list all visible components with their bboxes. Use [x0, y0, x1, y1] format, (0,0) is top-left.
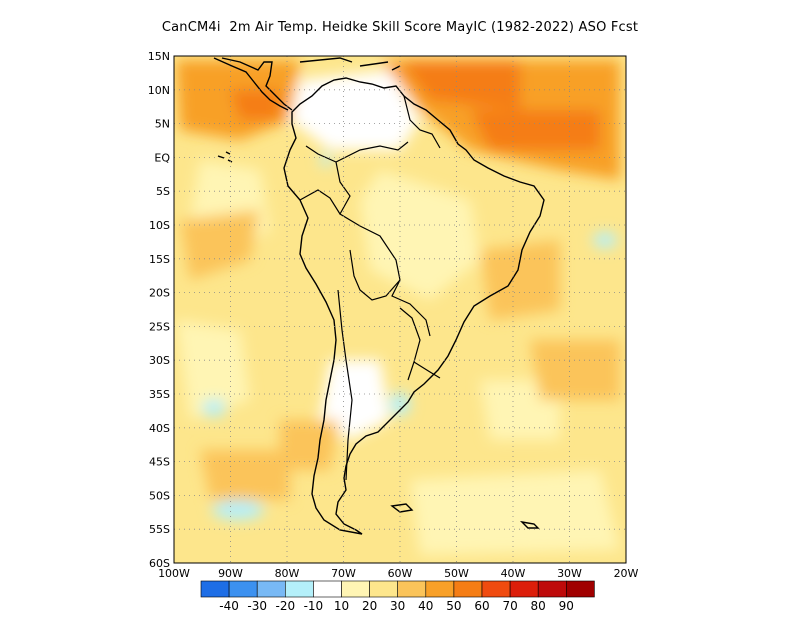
coastlines — [213, 57, 545, 535]
colorbar-label: 60 — [474, 599, 489, 613]
colorbar-swatch — [565, 580, 595, 598]
colorbar-swatch — [200, 580, 230, 598]
lon-label: 50W — [444, 567, 469, 580]
colorbar: -40 -30 -20 -10 10 20 30 40 50 60 70 80 90 — [200, 580, 595, 613]
colorbar-label: -10 — [304, 599, 324, 613]
lat-label: 45S — [149, 456, 170, 469]
colorbar-swatch — [313, 580, 342, 598]
country-borders — [299, 95, 441, 481]
lat-label: 30S — [149, 354, 170, 367]
map-frame — [173, 55, 627, 564]
colorbar-swatch — [453, 580, 483, 598]
lon-label: 100W — [158, 567, 190, 580]
lat-label: 50S — [149, 489, 170, 502]
lat-label: 5S — [156, 185, 170, 198]
colorbar-label: 30 — [390, 599, 405, 613]
colorbar-label: 70 — [502, 599, 517, 613]
colorbar-swatch — [256, 580, 286, 598]
lat-label: 20S — [149, 287, 170, 300]
lat-label: 10N — [148, 84, 170, 97]
longitude-labels: 100W 90W 80W 70W 60W 50W 40W 30W 20W — [158, 567, 638, 580]
colorbar-label: 20 — [362, 599, 377, 613]
lat-label: 15S — [149, 253, 170, 266]
skill-field — [174, 56, 626, 563]
gridlines — [174, 56, 626, 563]
lat-label: 5N — [155, 118, 170, 131]
lon-label: 20W — [614, 567, 639, 580]
colorbar-swatch — [509, 580, 539, 598]
lat-label: 55S — [149, 523, 170, 536]
map-title: CanCM4i 2m Air Temp. Heidke Skill Score … — [161, 20, 639, 35]
colorbar-label: 40 — [418, 599, 433, 613]
lat-label: EQ — [154, 151, 170, 164]
colorbar-swatch — [341, 580, 370, 598]
colorbar-label: 80 — [531, 599, 546, 613]
colorbar-label: 50 — [446, 599, 461, 613]
lon-label: 40W — [501, 567, 526, 580]
colorbar-swatch — [228, 580, 258, 598]
colorbar-label: -40 — [219, 599, 239, 613]
colorbar-swatch — [397, 580, 427, 598]
lon-label: 30W — [557, 567, 582, 580]
lat-label: 15N — [148, 50, 170, 63]
colorbar-label: -30 — [247, 599, 267, 613]
lon-label: 90W — [218, 567, 243, 580]
colorbar-swatch — [369, 580, 399, 598]
colorbar-swatch — [284, 580, 314, 598]
colorbar-swatch — [537, 580, 567, 598]
colorbar-swatch — [425, 580, 455, 598]
lat-label: 10S — [149, 219, 170, 232]
lat-label: 35S — [149, 388, 170, 401]
colorbar-label: 90 — [559, 599, 574, 613]
lon-label: 70W — [331, 567, 356, 580]
lat-label: 60S — [149, 557, 170, 570]
latitude-labels: 15N 10N 5N EQ 5S 10S 15S 20S 25S 30S 35S 40S 45S 50S 5… — [148, 50, 171, 570]
lon-label: 60W — [388, 567, 413, 580]
lat-label: 40S — [149, 422, 170, 435]
colorbar-swatch — [481, 580, 511, 598]
colorbar-label: 10 — [334, 599, 349, 613]
lon-label: 80W — [275, 567, 300, 580]
lat-label: 25S — [149, 320, 170, 333]
colorbar-label: -20 — [275, 599, 295, 613]
